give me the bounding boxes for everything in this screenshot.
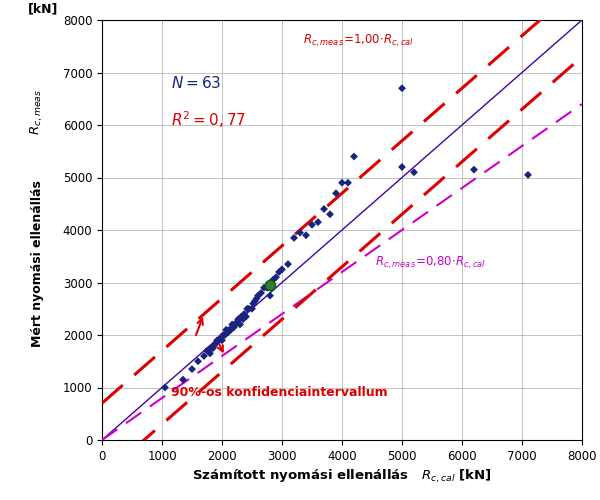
Point	[187, 365, 197, 373]
Point	[250, 297, 260, 305]
Point	[214, 336, 224, 344]
Point	[307, 221, 317, 229]
Point	[274, 268, 284, 276]
Point	[277, 266, 287, 274]
Point	[259, 284, 269, 292]
Point	[244, 304, 254, 313]
Point	[409, 168, 419, 176]
Text: $R_{c,meas}$: $R_{c,meas}$	[29, 90, 46, 136]
Point	[337, 178, 347, 186]
Point	[397, 84, 407, 92]
Point	[235, 320, 245, 328]
Point	[236, 312, 246, 320]
Point	[262, 284, 272, 292]
Point	[319, 205, 329, 213]
Point	[221, 326, 231, 334]
Point	[220, 331, 230, 339]
Point	[301, 231, 311, 239]
Point	[232, 318, 242, 326]
Point	[223, 328, 233, 336]
Point	[229, 323, 239, 331]
Point	[283, 260, 293, 268]
Point	[217, 336, 227, 344]
Point	[253, 292, 263, 300]
Point	[160, 384, 170, 392]
Point	[241, 312, 251, 320]
Point	[295, 228, 305, 236]
Point	[469, 166, 479, 173]
Point	[265, 292, 275, 300]
Point	[349, 152, 359, 160]
Text: $R_{c,meas}\!=\!1{,}00{\cdot}R_{c,cal}$: $R_{c,meas}\!=\!1{,}00{\cdot}R_{c,cal}$	[303, 33, 414, 49]
Point	[178, 376, 188, 384]
Point	[238, 316, 248, 324]
Point	[212, 336, 222, 344]
Point	[268, 276, 278, 284]
Point	[216, 334, 226, 342]
Point	[202, 347, 212, 355]
Point	[227, 320, 237, 328]
X-axis label: Számított nyomási ellenállás   $R_{c,cal}$ [kN]: Számított nyomási ellenállás $R_{c,cal}$…	[192, 468, 492, 485]
Point	[206, 344, 216, 352]
Point	[247, 304, 257, 313]
Point	[265, 281, 275, 289]
Point	[256, 289, 266, 297]
Point	[343, 178, 353, 186]
Text: $R_{c,meas}\!=\!0{,}80{\cdot}R_{c,cal}$: $R_{c,meas}\!=\!0{,}80{\cdot}R_{c,cal}$	[375, 254, 486, 271]
Point	[226, 326, 236, 334]
Point	[289, 234, 299, 242]
Point	[325, 210, 335, 218]
Point	[397, 163, 407, 171]
Text: Mért nyomási ellenállás: Mért nyomási ellenállás	[31, 180, 44, 347]
Point	[208, 344, 218, 352]
Point	[271, 273, 281, 281]
Point	[205, 350, 215, 358]
Point	[233, 316, 243, 324]
Point	[331, 189, 341, 197]
Text: $N=63$: $N=63$	[171, 75, 221, 91]
Text: 90%-os konfidenciaintervallum: 90%-os konfidenciaintervallum	[171, 386, 388, 399]
Text: [kN]: [kN]	[28, 3, 58, 16]
Text: $R^2=0,77$: $R^2=0,77$	[171, 110, 246, 130]
Point	[209, 342, 219, 349]
Point	[252, 294, 262, 302]
Point	[193, 357, 203, 365]
Point	[248, 300, 258, 308]
Point	[218, 331, 228, 339]
Point	[211, 339, 221, 347]
Point	[199, 352, 209, 360]
Point	[313, 218, 323, 226]
Point	[230, 320, 240, 328]
Point	[523, 171, 533, 179]
Point	[239, 310, 249, 318]
Point	[224, 326, 234, 334]
Point	[242, 304, 252, 313]
